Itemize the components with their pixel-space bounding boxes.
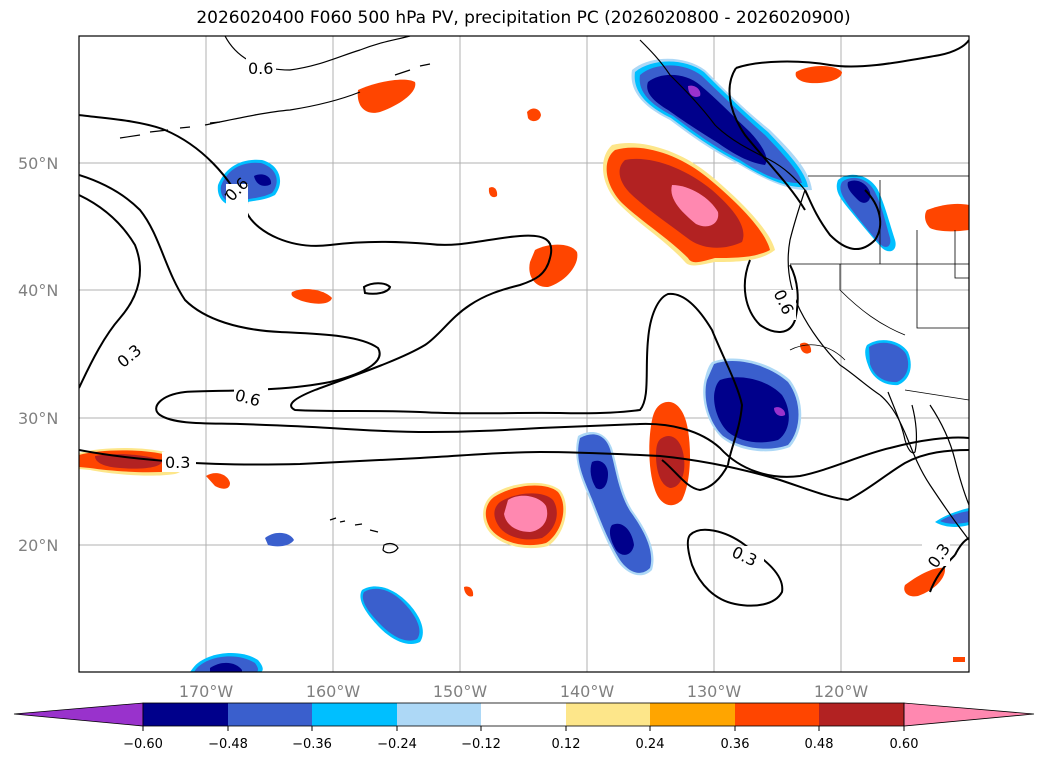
colorbar-tick-label: −0.48 (208, 737, 248, 752)
contour-label: 0.6 (248, 59, 273, 78)
colorbar-swatch (819, 703, 904, 726)
contour-label: 0.3 (165, 453, 190, 472)
lon-label: 150°W (433, 682, 488, 701)
colorbar-swatch (397, 703, 481, 726)
colorbar-tick-label: 0.36 (721, 737, 750, 752)
colorbar-tick-label: 0.48 (805, 737, 834, 752)
map-frame (78, 35, 970, 673)
lat-label: 40°N (18, 281, 58, 300)
precip-positive-anomalies (79, 66, 969, 662)
colorbar-tick-label: 0.60 (890, 737, 919, 752)
colorbar-swatch (143, 703, 228, 726)
colorbar-extend-high (903, 702, 1035, 727)
map-background (79, 36, 969, 672)
lon-label: 160°W (306, 682, 361, 701)
colorbar-swatch (228, 703, 312, 726)
colorbar-tick-label: −0.24 (377, 737, 417, 752)
colorbar-swatch (566, 703, 650, 726)
colorbar-extend-low (13, 702, 144, 727)
coastlines (119, 36, 969, 554)
lon-label: 120°W (814, 682, 869, 701)
lon-label: 170°W (179, 682, 234, 701)
lat-label: 30°N (18, 409, 58, 428)
colorbar-tick-label: −0.36 (292, 737, 332, 752)
colorbar-swatch (312, 703, 397, 726)
colorbar: −0.60 −0.48 −0.36 −0.24 −0.12 0.12 0.24 … (13, 702, 1035, 752)
map-title: 2026020400 F060 500 hPa PV, precipitatio… (196, 8, 851, 28)
colorbar-swatch (481, 703, 566, 726)
colorbar-swatch (650, 703, 735, 726)
colorbar-tick-label: −0.12 (461, 737, 501, 752)
lon-label: 140°W (560, 682, 615, 701)
colorbar-swatch (735, 703, 819, 726)
lon-label: 130°W (687, 682, 742, 701)
colorbar-tick-label: 0.24 (636, 737, 665, 752)
lat-label: 50°N (18, 154, 58, 173)
lat-label: 20°N (18, 536, 58, 555)
colorbar-tick-label: 0.12 (552, 737, 581, 752)
colorbar-tick-label: −0.60 (123, 737, 163, 752)
